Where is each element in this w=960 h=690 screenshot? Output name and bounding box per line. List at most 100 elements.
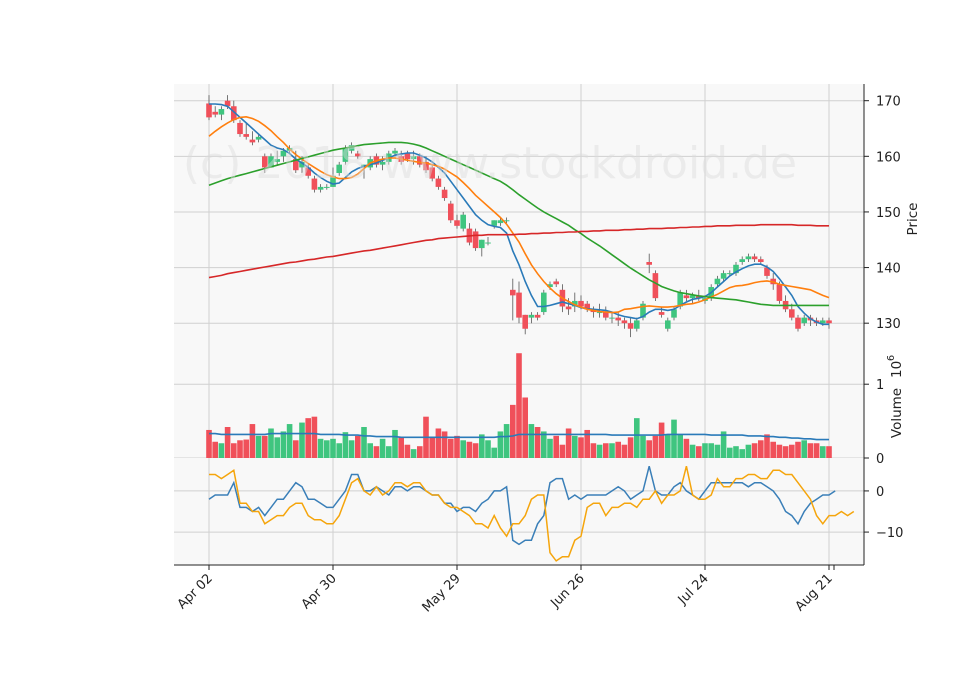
candle-body	[745, 256, 752, 260]
candle-body	[274, 159, 280, 162]
candle	[454, 214, 460, 229]
volume-bar	[758, 440, 764, 458]
volume-bar	[553, 435, 559, 458]
volume-bar	[534, 427, 541, 458]
candle-body	[795, 317, 801, 329]
volume-bar	[330, 438, 336, 458]
x-tick-label: May 29	[420, 571, 464, 615]
candle	[510, 278, 516, 321]
ma-fast-line	[209, 103, 829, 326]
volume-bar	[218, 443, 225, 458]
candle-body	[293, 159, 299, 171]
candle	[658, 306, 665, 318]
volume-bar	[379, 438, 386, 458]
candle-body	[379, 161, 386, 165]
candle	[714, 275, 721, 288]
candle	[516, 281, 522, 324]
candle-body	[231, 106, 237, 121]
candle	[534, 312, 541, 321]
candle	[348, 142, 355, 154]
candle-body	[689, 295, 696, 299]
candle-body	[392, 150, 398, 154]
candle	[441, 186, 448, 201]
candle	[603, 306, 609, 321]
volume-bar	[324, 440, 330, 458]
candle	[311, 175, 318, 193]
volume-bar	[516, 353, 522, 458]
candle-body	[534, 314, 541, 318]
candle	[479, 239, 485, 257]
volume-bar	[367, 443, 373, 458]
volume-bar	[776, 444, 783, 458]
volume-bar	[373, 446, 380, 458]
candle	[497, 217, 504, 226]
candle	[324, 184, 330, 190]
volume-bar	[503, 424, 510, 458]
candle-body	[621, 320, 628, 324]
volume-bar	[745, 444, 752, 458]
volume-bar	[280, 431, 287, 458]
candle-body	[751, 256, 758, 260]
volume-bar	[807, 443, 814, 458]
x-tick-label: Apr 30	[299, 571, 340, 612]
candle	[801, 314, 807, 326]
volume-bar	[491, 447, 497, 458]
volume-bar	[733, 446, 739, 458]
volume-bar	[293, 440, 299, 458]
candle	[776, 281, 783, 304]
volume-bar	[435, 428, 442, 458]
candle-body	[677, 292, 683, 307]
candle	[627, 317, 634, 338]
ma-mid-line	[208, 115, 830, 314]
candle	[584, 300, 590, 313]
candle	[472, 228, 479, 251]
volume-bar	[621, 444, 628, 458]
candle-body	[541, 292, 547, 313]
volume-bar	[559, 444, 566, 458]
volume-bar	[627, 437, 634, 458]
volume-label-exponent: 6	[886, 355, 897, 361]
volume-bar	[417, 446, 423, 458]
candle-body	[565, 306, 572, 310]
candle-body	[224, 100, 231, 107]
volume-bar	[634, 418, 640, 458]
volume-bar	[268, 428, 274, 458]
volume-bar	[398, 437, 404, 458]
volume-bar	[460, 440, 466, 458]
candle	[621, 317, 628, 329]
candle-body	[553, 281, 559, 285]
candle-body	[280, 150, 287, 157]
indicator-panel: −10 0	[174, 458, 903, 565]
volume-bar	[696, 446, 702, 458]
volume-bar	[448, 438, 454, 458]
volume-bar	[348, 440, 355, 458]
candle-body	[404, 153, 411, 160]
candle-body	[714, 278, 721, 285]
candle-body	[317, 186, 324, 190]
price-axis-label: Price	[905, 203, 921, 236]
candle	[646, 253, 652, 274]
candle	[274, 150, 280, 165]
volume-bar	[441, 431, 448, 458]
candle	[826, 317, 832, 329]
candle-body	[355, 153, 361, 157]
candle-body	[615, 317, 621, 321]
candle	[789, 303, 795, 321]
candle	[739, 256, 745, 265]
volume-bar	[720, 431, 727, 458]
candle-body	[342, 147, 349, 162]
volume-bar	[429, 437, 435, 458]
candle-body	[578, 300, 584, 307]
volume-bar	[485, 440, 491, 458]
volume-bar	[497, 431, 504, 458]
volume-bar	[479, 434, 485, 458]
candle-body	[826, 320, 832, 324]
candle	[212, 106, 218, 118]
candle	[460, 211, 466, 232]
candle-body	[658, 312, 665, 315]
candle	[429, 164, 435, 182]
price-ytick-label: 170	[876, 95, 901, 110]
candle	[268, 153, 274, 168]
candle-body	[330, 175, 336, 187]
volume-bar	[528, 424, 535, 458]
